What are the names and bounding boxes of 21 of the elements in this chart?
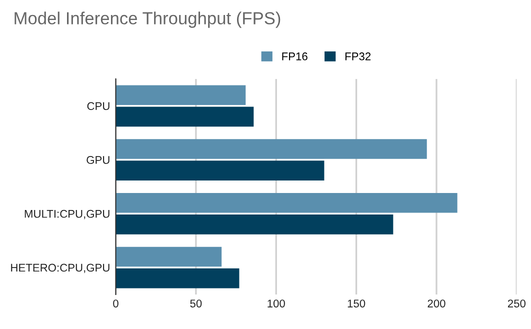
chart-title: Model Inference Throughput (FPS) (14, 12, 280, 28)
legend-label: FP16 (282, 52, 308, 60)
bar (116, 139, 427, 159)
y-tick-label: HETERO:CPU,GPU (11, 264, 110, 273)
bar (116, 192, 458, 213)
bar (116, 214, 394, 234)
bar (116, 246, 222, 267)
bar (116, 160, 324, 180)
bar (116, 106, 254, 127)
bar (116, 85, 246, 106)
y-tick-label: GPU (86, 156, 110, 164)
bar (116, 268, 240, 288)
x-tick-label: 100 (268, 300, 285, 308)
x-tick-label: 0 (113, 300, 118, 308)
x-tick-label: 150 (348, 300, 366, 308)
legend-label: FP32 (345, 52, 371, 60)
x-tick-label: 250 (508, 300, 526, 308)
x-tick-label: 50 (190, 300, 202, 308)
y-tick-label: MULTI:CPU,GPU (24, 210, 110, 220)
x-tick-label: 200 (428, 300, 446, 308)
y-tick-label: CPU (87, 102, 110, 110)
